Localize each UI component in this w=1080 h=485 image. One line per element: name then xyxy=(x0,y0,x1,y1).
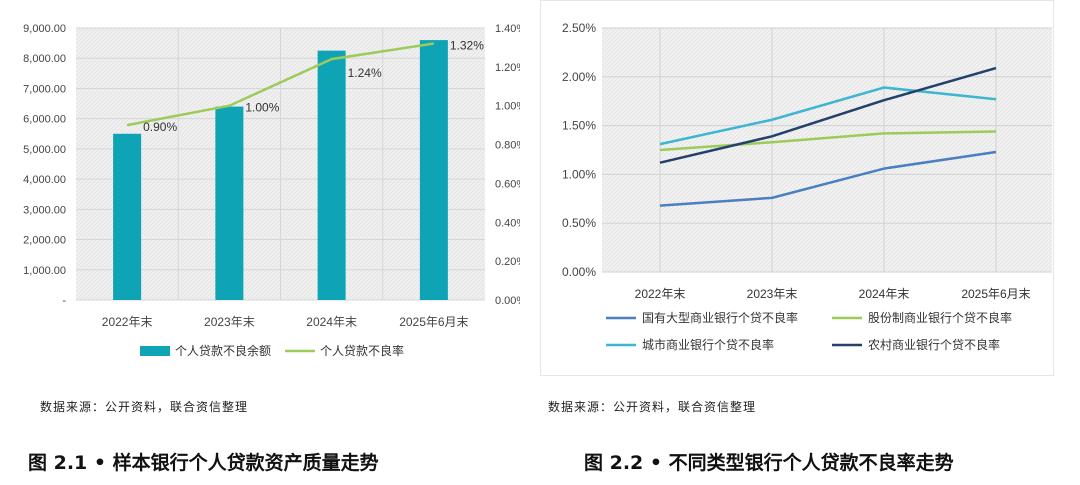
chart1-right-tick: 0.00% xyxy=(495,295,520,307)
chart2-legend-label: 股份制商业银行个贷不良率 xyxy=(868,310,1012,325)
chart2-y-tick: 2.50% xyxy=(562,21,596,35)
chart1-legend-bar-label: 个人贷款不良余额 xyxy=(175,343,271,358)
chart1-rate-line xyxy=(126,42,435,127)
chart2-svg: 0.00% 0.50% 1.00% 1.50% 2.00% 2.50% 2022年末 2023… xyxy=(540,0,1054,376)
chart1-rate-label: 1.00% xyxy=(245,101,279,115)
chart1-bar xyxy=(419,40,448,300)
chart2-frame xyxy=(540,0,1054,376)
chart2-x-tick: 2024年末 xyxy=(859,287,910,301)
chart2-y-tick: 1.00% xyxy=(562,167,596,181)
chart1-right-tick: 0.40% xyxy=(495,217,520,229)
chart2-y-tick: 2.00% xyxy=(562,70,596,84)
chart-personal-loan-quality: - 1,000.00 2,000.00 3,000.00 4,000.00 5,000.0… xyxy=(0,0,526,380)
chart1-left-tick: 5,000.00 xyxy=(23,144,66,156)
chart-bank-type-npl: 0.00% 0.50% 1.00% 1.50% 2.00% 2.50% 2022年末 2023… xyxy=(540,0,1080,380)
chart2-series-line xyxy=(659,150,997,207)
chart2-x-tick: 2022年末 xyxy=(635,287,686,301)
chart2-series-line xyxy=(659,86,997,146)
chart1-bar xyxy=(317,50,346,300)
chart1-left-tick: - xyxy=(62,295,66,307)
chart1-caption: 图 2.1 • 样本银行个人贷款资产质量走势 xyxy=(28,452,379,474)
chart1-left-tick: 9,000.00 xyxy=(23,23,66,35)
chart2-y-tick: 1.50% xyxy=(562,119,596,133)
chart1-right-tick: 0.80% xyxy=(495,140,520,152)
chart1-left-tick: 2,000.00 xyxy=(23,235,66,247)
chart2-legend-label: 农村商业银行个贷不良率 xyxy=(868,337,1000,352)
chart2-series-line xyxy=(659,66,997,164)
chart2-x-tick: 2025年6月末 xyxy=(961,287,1030,301)
chart2-y-tick: 0.00% xyxy=(562,265,596,279)
chart1-right-tick: 1.40% xyxy=(495,23,520,35)
chart1-rate-label: 1.32% xyxy=(450,39,484,53)
chart1-x-tick: 2025年6月末 xyxy=(399,315,468,329)
chart1-x-tick: 2024年末 xyxy=(306,315,357,329)
chart1-left-tick: 3,000.00 xyxy=(23,204,66,216)
chart2-series-line xyxy=(659,130,997,152)
chart1-right-tick: 1.20% xyxy=(495,62,520,74)
chart2-legend-label: 国有大型商业银行个贷不良率 xyxy=(642,310,798,325)
chart1-bar xyxy=(215,106,244,300)
chart2-source: 数据来源：公开资料，联合资信整理 xyxy=(548,400,757,414)
chart1-source: 数据来源：公开资料，联合资信整理 xyxy=(40,400,249,414)
chart1-left-tick: 7,000.00 xyxy=(23,83,66,95)
chart1-right-tick: 1.00% xyxy=(495,101,520,113)
chart1-x-tick: 2023年末 xyxy=(204,315,255,329)
chart1-x-tick: 2022年末 xyxy=(102,315,153,329)
chart2-y-tick: 0.50% xyxy=(562,216,596,230)
chart1-left-tick: 1,000.00 xyxy=(23,265,66,277)
chart1-left-tick: 6,000.00 xyxy=(23,114,66,126)
chart2-x-tick: 2023年末 xyxy=(747,287,798,301)
chart1-left-tick: 4,000.00 xyxy=(23,174,66,186)
chart1-legend-line-label: 个人贷款不良率 xyxy=(320,343,404,358)
chart2-legend-label: 城市商业银行个贷不良率 xyxy=(642,337,774,352)
chart1-left-tick: 8,000.00 xyxy=(23,53,66,65)
chart1-bar xyxy=(113,133,142,300)
chart1-legend-bar-swatch xyxy=(140,346,170,356)
chart1-right-tick: 0.60% xyxy=(495,178,520,190)
chart1-rate-label: 1.24% xyxy=(348,66,382,80)
chart1-svg: - 1,000.00 2,000.00 3,000.00 4,000.00 5,000.0… xyxy=(23,23,526,358)
chart1-right-tick: 0.20% xyxy=(495,256,520,268)
chart1-rate-label: 0.90% xyxy=(143,120,177,134)
chart2-caption: 图 2.2 • 不同类型银行个人贷款不良率走势 xyxy=(584,452,954,474)
